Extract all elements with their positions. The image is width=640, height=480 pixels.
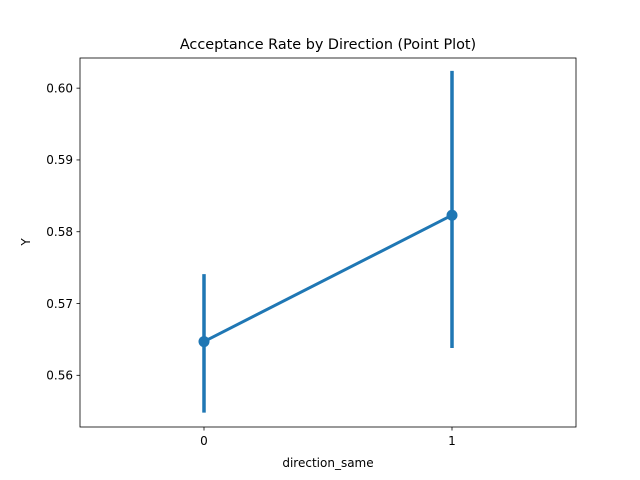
y-tick-label: 0.59 (46, 153, 73, 167)
y-tick-label: 0.58 (46, 225, 73, 239)
y-tick-label: 0.60 (46, 81, 73, 95)
series-lines (203, 213, 453, 343)
data-point (198, 336, 210, 348)
y-axis: 0.56 0.57 0.58 0.59 0.60 (46, 81, 80, 383)
y-tick-label: 0.56 (46, 369, 73, 383)
x-tick-label: 1 (448, 434, 456, 448)
plot-area (79, 57, 577, 428)
chart-title: Acceptance Rate by Direction (Point Plot… (180, 37, 476, 53)
y-axis-label: Y (19, 238, 33, 247)
y-tick-label: 0.57 (46, 297, 73, 311)
data-points (198, 209, 458, 348)
series-line (203, 213, 453, 343)
x-tick-label: 0 (200, 434, 208, 448)
x-axis-label: direction_same (282, 456, 373, 470)
data-point (446, 209, 458, 221)
